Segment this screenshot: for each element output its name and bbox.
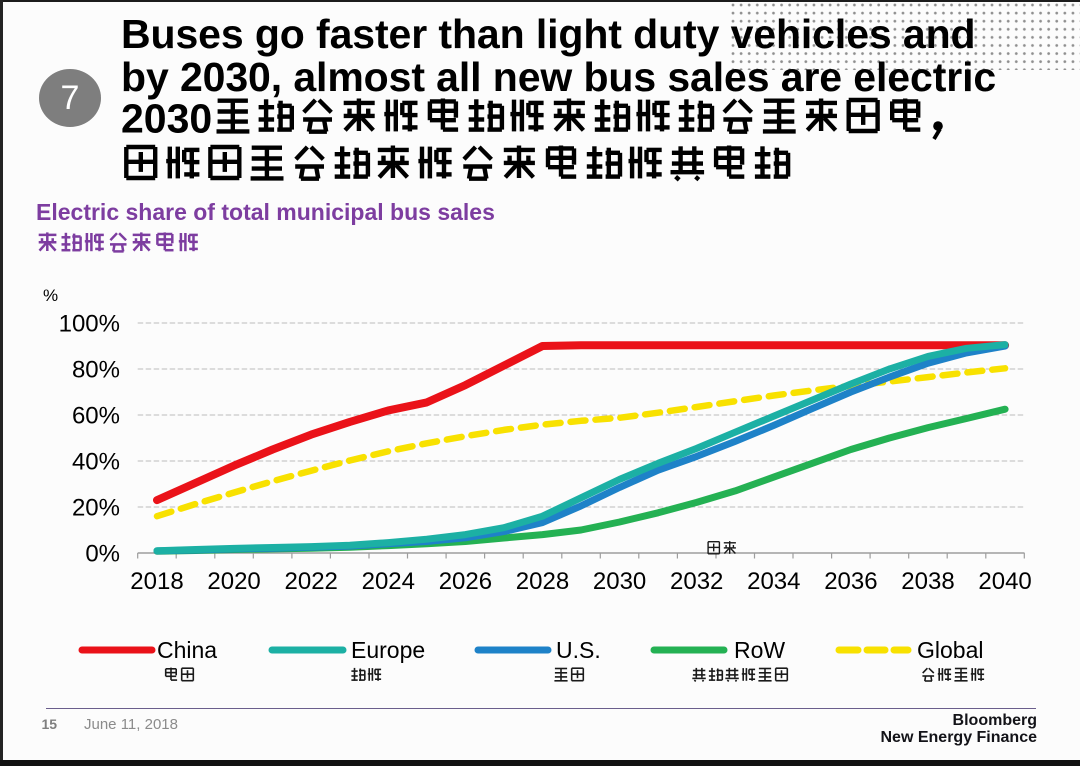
svg-text:80%: 80%	[72, 357, 120, 384]
svg-text:40%: 40%	[72, 449, 120, 476]
svg-text:RoW: RoW	[734, 637, 785, 663]
svg-text:2030: 2030	[121, 96, 212, 142]
svg-text:U.S.: U.S.	[556, 637, 601, 663]
svg-text:2036: 2036	[824, 568, 877, 595]
svg-text:2026: 2026	[439, 568, 492, 595]
svg-text:2040: 2040	[978, 568, 1031, 595]
svg-text:60%: 60%	[72, 403, 120, 430]
svg-text:2034: 2034	[747, 568, 800, 595]
svg-text:2024: 2024	[362, 568, 415, 595]
svg-text:Europe: Europe	[351, 637, 425, 663]
svg-text:2032: 2032	[670, 568, 723, 595]
svg-text:China: China	[157, 637, 217, 663]
svg-text:2018: 2018	[130, 568, 183, 595]
svg-text:100%: 100%	[59, 311, 120, 338]
svg-text:2030: 2030	[593, 568, 646, 595]
svg-text:2022: 2022	[285, 568, 338, 595]
svg-text:%: %	[43, 286, 58, 305]
svg-text:2020: 2020	[207, 568, 260, 595]
svg-text:Global: Global	[917, 637, 983, 663]
svg-text:2038: 2038	[901, 568, 954, 595]
svg-text:20%: 20%	[72, 495, 120, 522]
svg-text:2028: 2028	[516, 568, 569, 595]
svg-text:0%: 0%	[85, 541, 120, 568]
